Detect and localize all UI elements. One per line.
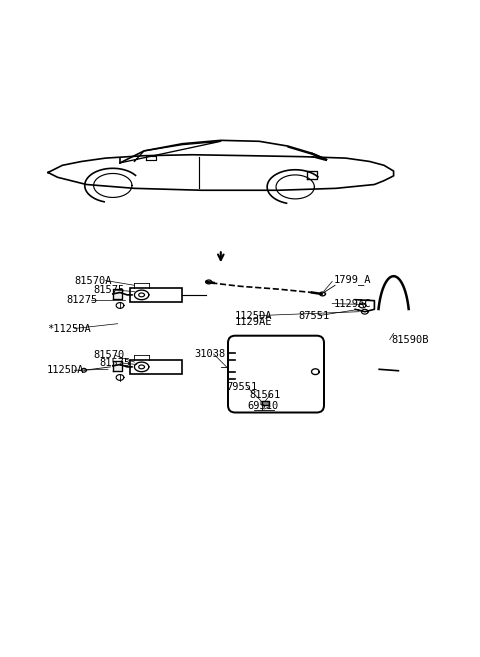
Text: 81575: 81575 (99, 358, 131, 368)
Text: 81570A: 81570A (74, 275, 112, 286)
Text: 87551: 87551 (299, 311, 330, 321)
Text: 1799_A: 1799_A (334, 273, 371, 284)
Text: 81275: 81275 (66, 295, 97, 305)
Text: 1129AE: 1129AE (235, 317, 273, 327)
Text: 81575: 81575 (94, 285, 125, 295)
Text: *1125DA: *1125DA (47, 323, 91, 334)
Text: 1129AC: 1129AC (334, 298, 371, 309)
Text: 31038: 31038 (194, 349, 226, 359)
Text: 81570: 81570 (94, 350, 125, 361)
Text: 1125DA: 1125DA (47, 365, 84, 375)
Text: 81561: 81561 (250, 390, 281, 399)
Text: 81590B: 81590B (391, 334, 429, 344)
Text: 69510: 69510 (247, 401, 278, 411)
Text: 79551: 79551 (227, 382, 258, 392)
Text: 1125DA: 1125DA (235, 311, 273, 321)
